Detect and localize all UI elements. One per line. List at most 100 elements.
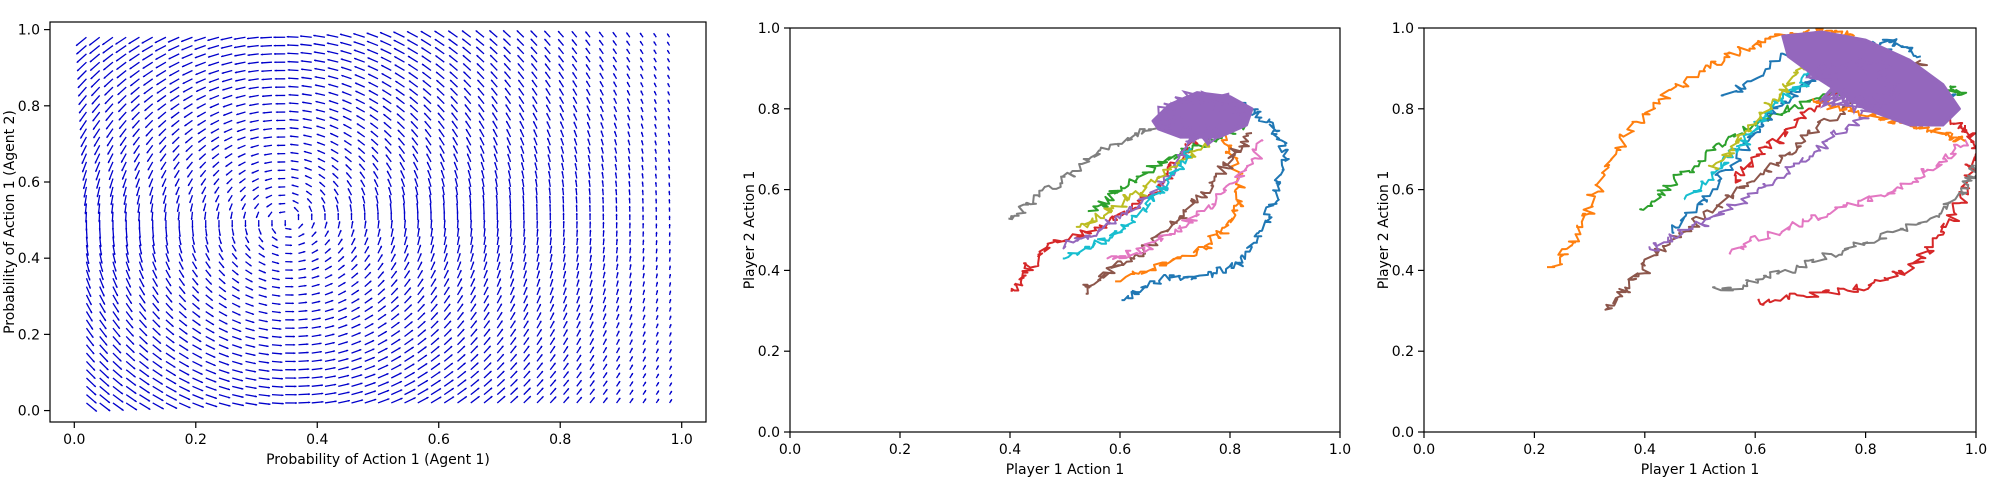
vector-arrowhead	[328, 83, 331, 86]
vector-arrowhead	[182, 73, 185, 76]
vector-arrowhead	[615, 222, 618, 225]
vector-arrowhead	[346, 374, 350, 377]
vector-arrowhead	[618, 397, 621, 401]
vector-arrowhead	[472, 278, 475, 281]
vector-arrowhead	[398, 146, 401, 149]
vector-arrowhead	[144, 317, 147, 320]
vector-arrowhead	[319, 334, 322, 337]
vector-arrowhead	[304, 293, 307, 296]
vector-arrow	[112, 394, 124, 403]
vector-arrow	[393, 31, 405, 38]
vector-arrowhead	[604, 355, 607, 358]
vector-arrowhead	[138, 227, 141, 230]
vector-arrowhead	[655, 281, 659, 284]
vector-arrowhead	[125, 236, 128, 239]
vector-arrowhead	[304, 276, 307, 279]
vector-arrowhead	[325, 221, 328, 224]
vector-arrowhead	[132, 350, 135, 353]
vector-arrow	[99, 336, 108, 346]
vector-arrowhead	[469, 211, 472, 214]
vector-arrowhead	[628, 230, 632, 233]
vector-arrowhead	[668, 174, 671, 177]
vector-arrowhead	[566, 371, 569, 374]
vector-arrowhead	[360, 399, 364, 402]
vector-arrowhead	[631, 381, 633, 384]
vector-arrowhead	[614, 147, 617, 150]
vector-arrowhead	[604, 330, 607, 333]
vector-arrowhead	[334, 383, 337, 386]
vector-arrowhead	[653, 33, 656, 36]
vector-arrowhead	[372, 357, 375, 359]
vector-arrowhead	[577, 279, 580, 282]
vector-arrowhead	[213, 182, 216, 185]
vector-arrowhead	[544, 55, 547, 58]
vector-arrowhead	[503, 30, 506, 33]
vector-arrowhead	[530, 46, 534, 50]
vector-arrowhead	[462, 55, 465, 58]
x-tick-label: 0.4	[999, 442, 1021, 458]
vector-arrowhead	[263, 145, 266, 148]
vector-arrowhead	[463, 371, 466, 374]
vector-arrowhead	[89, 43, 92, 46]
vector-arrowhead	[513, 312, 516, 315]
vector-arrow	[112, 385, 124, 395]
vector-arrowhead	[667, 107, 670, 111]
vector-arrowhead	[254, 387, 257, 390]
vector-arrowhead	[641, 206, 644, 209]
y-tick-label: 0.6	[18, 175, 40, 191]
vector-arrowhead	[575, 221, 579, 224]
vector-arrowhead	[208, 72, 211, 75]
vector-arrowhead	[333, 358, 336, 361]
vector-arrowhead	[303, 267, 306, 271]
vector-arrowhead	[226, 173, 229, 176]
vector-arrowhead	[656, 290, 659, 293]
vector-arrowhead	[507, 145, 510, 148]
vector-arrowhead	[382, 97, 385, 100]
vector-arrowhead	[367, 57, 370, 60]
vector-arrow	[338, 399, 351, 404]
vector-arrowhead	[270, 224, 274, 227]
vector-arrow	[99, 385, 110, 396]
vector-arrowhead	[124, 219, 127, 222]
vector-arrowhead	[248, 70, 251, 73]
vector-arrowhead	[367, 49, 370, 52]
vector-arrowhead	[614, 130, 617, 134]
vector-arrowhead	[477, 387, 480, 390]
vector-arrowhead	[290, 151, 293, 154]
vector-arrow	[142, 61, 154, 70]
vector-arrowhead	[360, 374, 363, 377]
vector-arrowhead	[435, 47, 438, 50]
vector-arrowhead	[279, 336, 282, 339]
vector-arrowhead	[187, 373, 190, 376]
vector-arrowhead	[313, 42, 316, 46]
vector-arrowhead	[479, 137, 482, 140]
vector-arrowhead	[212, 331, 215, 334]
vector-arrowhead	[461, 303, 464, 306]
vector-arrowhead	[540, 362, 543, 365]
vector-arrowhead	[604, 313, 607, 316]
vector-arrowhead	[386, 381, 389, 384]
vector-arrowhead	[92, 110, 95, 113]
y-tick-label: 0.8	[1392, 102, 1414, 118]
vector-arrowhead	[293, 360, 296, 363]
vector-arrowhead	[157, 116, 161, 119]
vector-arrowhead	[407, 270, 410, 273]
vector-arrowhead	[497, 236, 500, 239]
vector-arrowhead	[450, 96, 453, 99]
vector-arrowhead	[130, 92, 133, 95]
vector-arrow	[129, 78, 140, 87]
vector-arrowhead	[654, 132, 657, 135]
vector-arrowhead	[537, 245, 540, 248]
vector-arrowhead	[588, 188, 591, 191]
x-tick-label: 1.0	[1965, 442, 1987, 458]
vector-arrowhead	[541, 387, 544, 390]
vector-arrowhead	[217, 217, 220, 220]
vector-arrowhead	[518, 71, 521, 74]
vector-arrowhead	[613, 106, 616, 109]
vector-arrowhead	[321, 400, 324, 403]
vector-arrowhead	[334, 400, 337, 403]
vector-arrowhead	[572, 72, 575, 75]
vector-arrowhead	[278, 311, 281, 314]
vector-arrowhead	[519, 121, 522, 124]
vector-arrowhead	[526, 329, 529, 332]
